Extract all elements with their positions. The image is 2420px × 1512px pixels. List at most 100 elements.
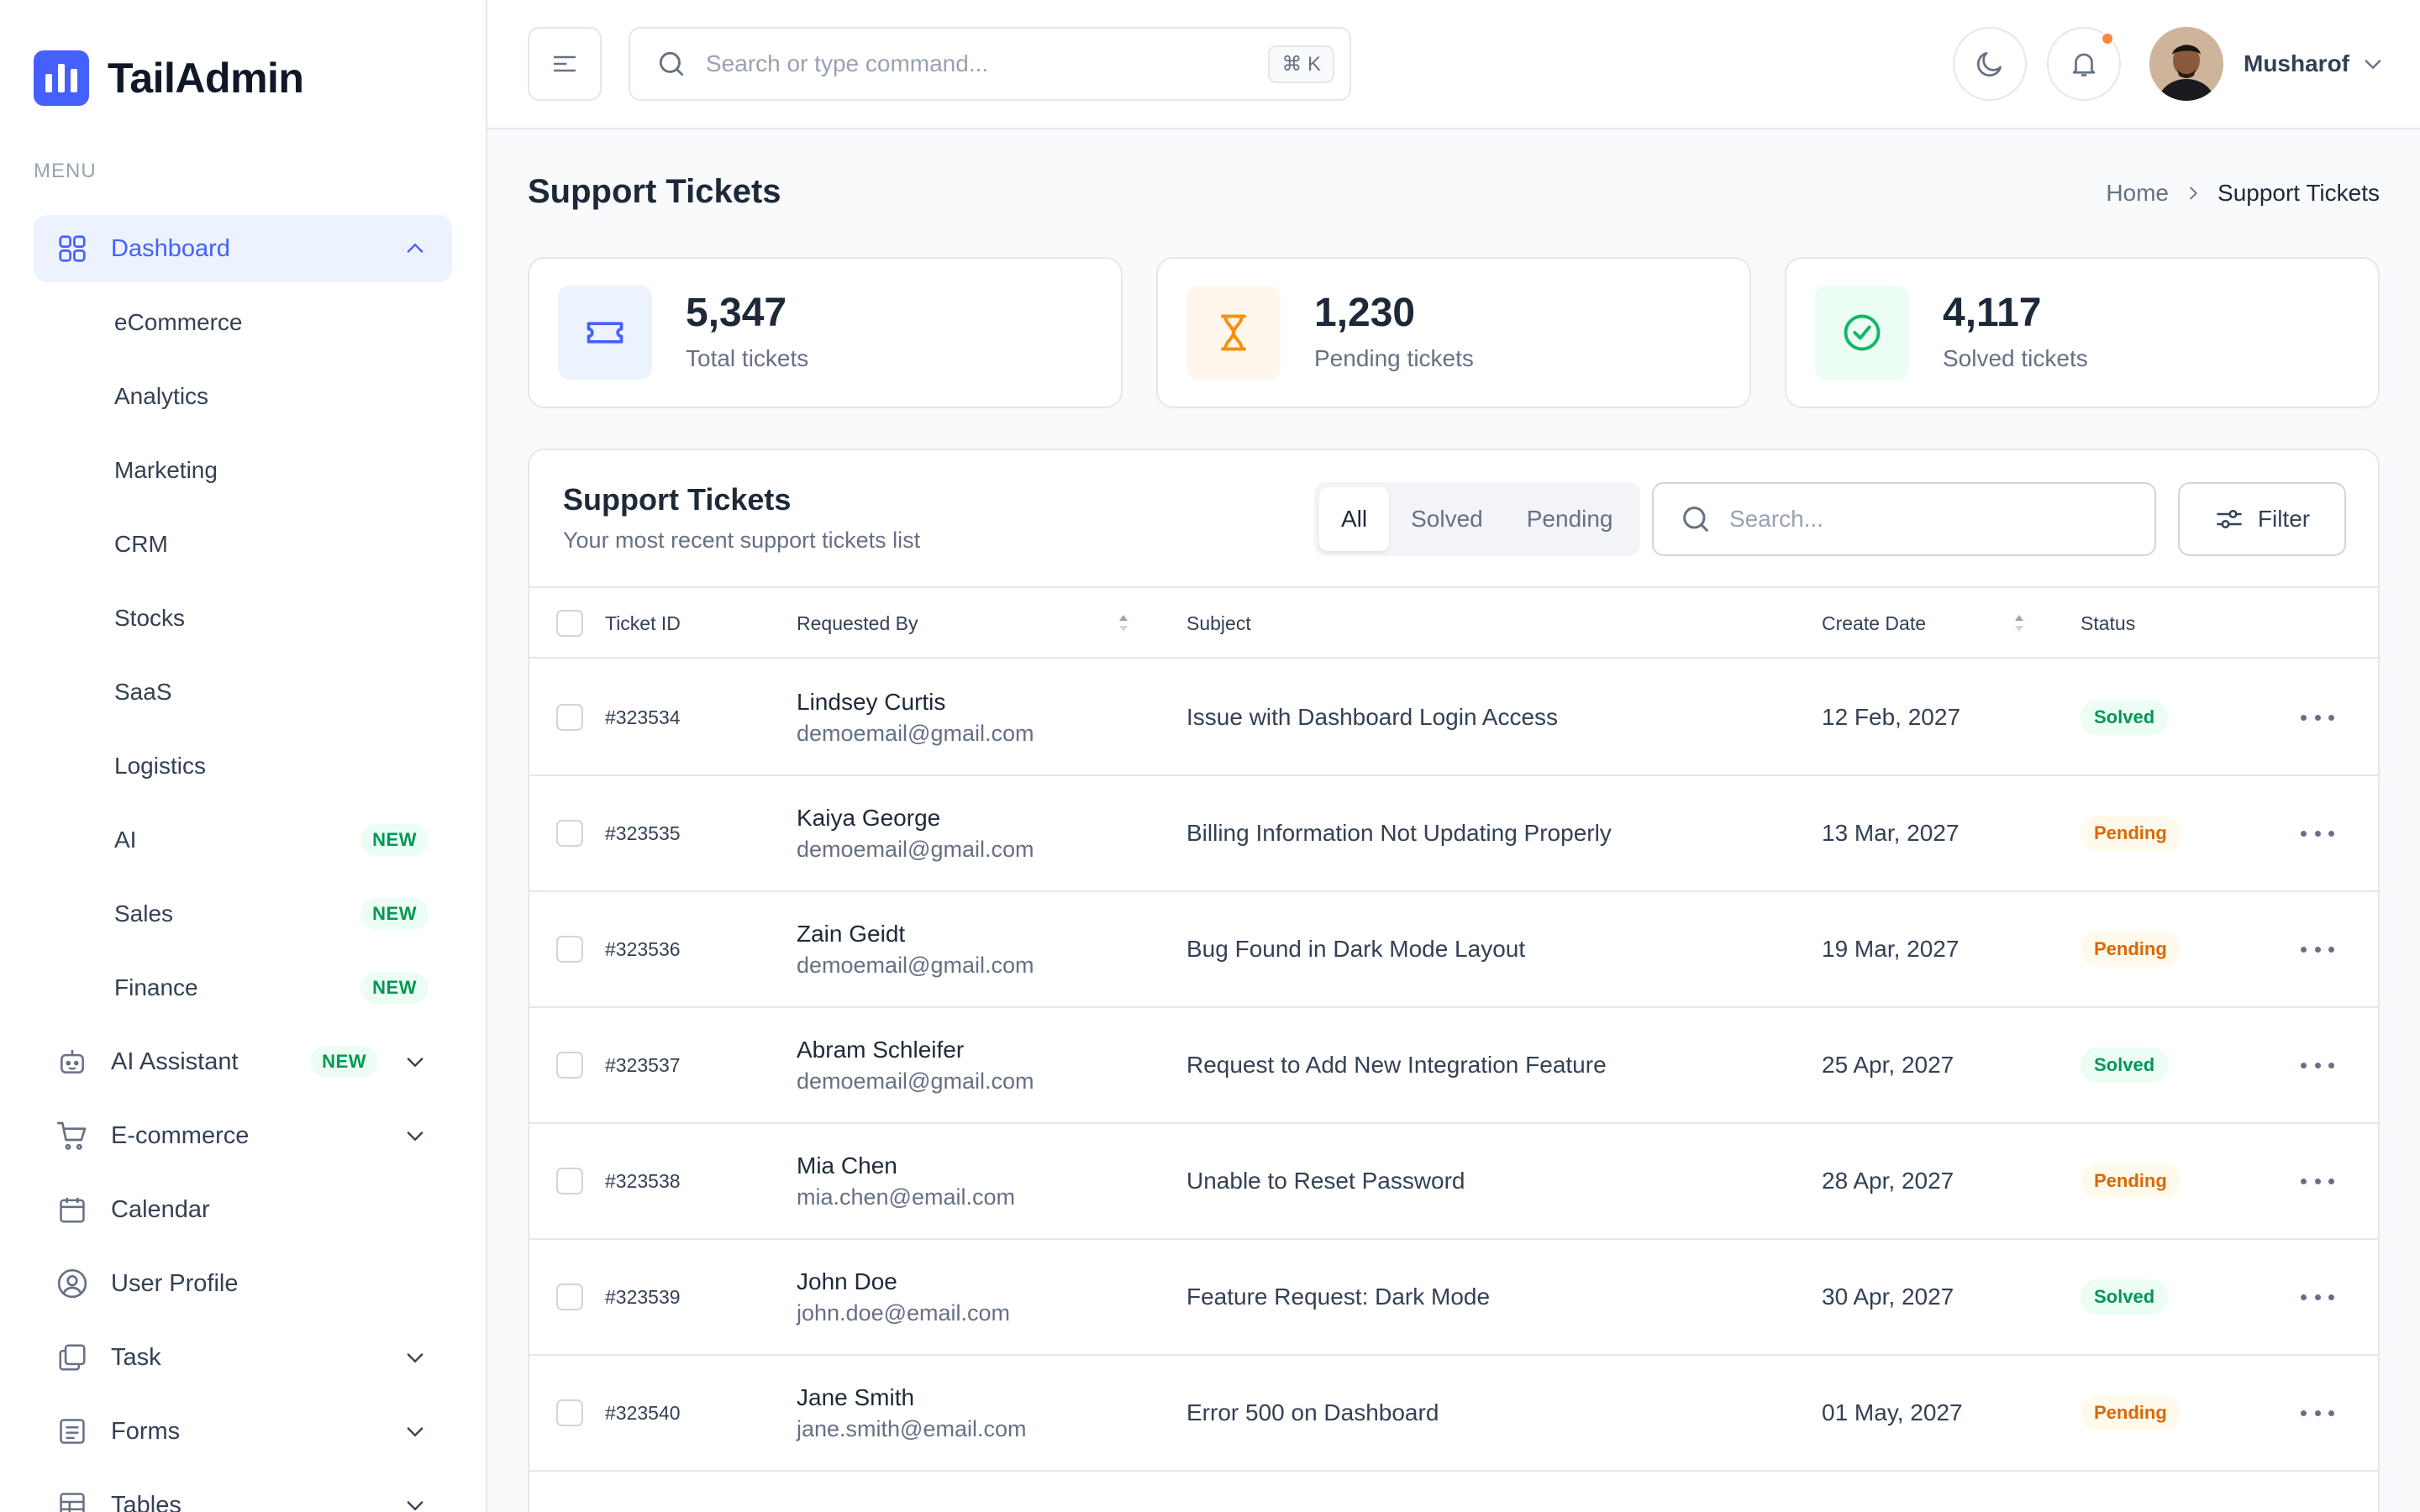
sidebar-item-tables[interactable]: Tables [34, 1472, 452, 1512]
global-search-input[interactable]: Search or type command... ⌘ K [629, 27, 1351, 101]
search-icon [1683, 507, 1708, 532]
row-checkbox[interactable] [556, 1124, 583, 1238]
more-icon[interactable] [2301, 823, 2334, 843]
row-checkbox[interactable] [556, 1356, 583, 1470]
more-icon[interactable] [2301, 707, 2334, 727]
new-badge: NEW [360, 824, 429, 856]
sidebar-subitem-ai[interactable]: AI NEW [34, 806, 452, 874]
chevron-down-icon [2365, 60, 2381, 70]
table-row[interactable]: #323539 John Doe john.doe@email.com Feature… [529, 1240, 2378, 1356]
table-row[interactable]: #323537 Abram Schleifer demoemail@gmail.co… [529, 1008, 2378, 1124]
status-badge: Solved [2081, 700, 2169, 735]
more-icon[interactable] [2301, 1171, 2334, 1191]
requester-name: Mia Chen [797, 1152, 897, 1179]
sidebar-item-dashboard[interactable]: Dashboard [34, 215, 452, 282]
table-row[interactable]: #323536 Zain Geidt demoemail@gmail.com Bug … [529, 892, 2378, 1008]
filter-label: Filter [2257, 506, 2311, 532]
sidebar-subitem-label: Sales [114, 900, 174, 927]
sidebar-item-label: Dashboard [111, 234, 230, 262]
requester-email: demoemail@gmail.com [797, 720, 1034, 746]
sidebar-subitem-logistics[interactable]: Logistics [34, 732, 452, 800]
chevron-up-icon [402, 235, 429, 262]
table-subtitle: Your most recent support tickets list [563, 528, 921, 553]
theme-toggle-button[interactable] [1953, 27, 2027, 101]
user-name: Musharof [2244, 50, 2349, 76]
logo-icon [34, 50, 89, 106]
column-status: Status [2081, 612, 2136, 634]
sidebar-subitem-crm[interactable]: CRM [34, 511, 452, 578]
more-icon[interactable] [2301, 939, 2334, 959]
table-search-input[interactable]: Search... [1652, 482, 2156, 556]
table-row[interactable]: Carlos Ruiz [529, 1472, 2378, 1512]
sidebar-subitem-label: Logistics [114, 753, 206, 779]
sidebar-item-task[interactable]: Task [34, 1324, 452, 1391]
create-date: 01 May, 2027 [1822, 1399, 1963, 1425]
more-icon[interactable] [2301, 1403, 2334, 1423]
more-icon[interactable] [2301, 1055, 2334, 1075]
sidebar-item-calendar[interactable]: Calendar [34, 1176, 452, 1243]
sidebar-subitem-finance[interactable]: Finance NEW [34, 954, 452, 1021]
tab-solved[interactable]: Solved [1411, 506, 1483, 532]
sidebar-subitem-stocks[interactable]: Stocks [34, 585, 452, 652]
tab-all[interactable]: All [1319, 487, 1390, 551]
column-create-date[interactable]: Create Date [1822, 612, 1927, 634]
column-requested-by[interactable]: Requested By [797, 612, 918, 634]
stat-label: Solved tickets [1943, 345, 2088, 371]
ticket-subject: Error 500 on Dashboard [1186, 1399, 1439, 1425]
requester-name: John Doe [797, 1268, 897, 1294]
table-row[interactable]: #323535 Kaiya George demoemail@gmail.com Bi… [529, 776, 2378, 892]
row-checkbox[interactable] [556, 1240, 583, 1354]
sidebar-item-e-commerce[interactable]: E-commerce [34, 1102, 452, 1169]
bell-icon [2072, 53, 2096, 76]
row-checkbox[interactable] [556, 776, 583, 890]
hourglass-icon [1186, 286, 1281, 380]
breadcrumb-home-link[interactable]: Home [2106, 180, 2170, 206]
stat-value: 1,230 [1314, 291, 1416, 335]
sidebar-subitem-saas[interactable]: SaaS [34, 659, 452, 726]
row-checkbox[interactable] [556, 1008, 583, 1122]
sidebar-subitem-marketing[interactable]: Marketing [34, 437, 452, 504]
ticket-id: #323539 [605, 1285, 681, 1308]
ticket-subject: Billing Information Not Updating Properl… [1186, 820, 1612, 846]
new-badge: NEW [310, 1046, 378, 1078]
sidebar-item-user-profile[interactable]: User Profile [34, 1250, 452, 1317]
status-badge: Pending [2081, 1395, 2181, 1431]
status-badge: Solved [2081, 1279, 2169, 1315]
requester-name: Kaiya George [797, 804, 941, 831]
table-row[interactable]: #323534 Lindsey Curtis demoemail@gmail.com… [529, 660, 2378, 776]
sidebar-item-ai-assistant[interactable]: AI Assistant NEW [34, 1028, 452, 1095]
ticket-subject: Issue with Dashboard Login Access [1186, 704, 1559, 730]
sidebar-subitem-ecommerce[interactable]: eCommerce [34, 289, 452, 356]
tab-pending[interactable]: Pending [1526, 506, 1613, 532]
ticket-id: #323540 [605, 1401, 681, 1424]
brand-logo[interactable]: TailAdmin [34, 50, 304, 106]
chevron-down-icon [402, 1344, 429, 1371]
search-shortcut: ⌘ K [1268, 45, 1334, 83]
filter-button[interactable]: Filter [2178, 482, 2346, 556]
tickets-table-card: Support Tickets Your most recent support… [528, 449, 2380, 1512]
notifications-button[interactable] [2047, 27, 2121, 101]
sort-icon[interactable] [1118, 612, 1129, 635]
sidebar-subitem-label: Marketing [114, 457, 218, 483]
status-badge: Pending [2081, 1163, 2181, 1199]
ticket-id: #323537 [605, 1053, 681, 1076]
row-checkbox[interactable] [556, 660, 583, 774]
more-icon[interactable] [2301, 1287, 2334, 1307]
sidebar-subitem-sales[interactable]: Sales NEW [34, 880, 452, 948]
sidebar-subitem-label: eCommerce [114, 309, 243, 335]
requester-name: Jane Smith [797, 1383, 915, 1410]
row-checkbox[interactable] [556, 892, 583, 1006]
user-menu[interactable]: Musharof [2149, 27, 2385, 101]
sidebar-subitem-analytics[interactable]: Analytics [34, 363, 452, 430]
table-row[interactable]: #323540 Jane Smith jane.smith@email.com Err… [529, 1356, 2378, 1472]
sidebar-toggle-button[interactable] [528, 27, 602, 101]
page-title: Support Tickets [528, 173, 781, 210]
select-all-checkbox[interactable] [556, 588, 583, 659]
ticket-id: #323535 [605, 822, 681, 844]
calendar-icon [54, 1191, 91, 1228]
sidebar-item-forms[interactable]: Forms [34, 1398, 452, 1465]
sort-icon[interactable] [2013, 612, 2025, 635]
ticket-id: #323536 [605, 937, 681, 960]
breadcrumb-current: Support Tickets [2217, 180, 2380, 206]
table-row[interactable]: #323538 Mia Chen mia.chen@email.com Unable … [529, 1124, 2378, 1240]
